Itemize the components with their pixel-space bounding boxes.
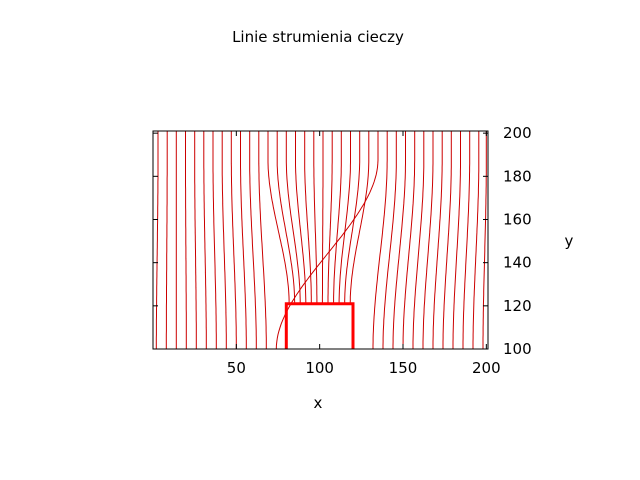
streamline [422,131,434,349]
streamline [275,131,379,350]
y-tick-label: 200 [503,124,532,142]
streamline [295,131,307,304]
y-tick-label: 120 [503,297,532,315]
streamline [276,131,296,304]
x-axis-label: x [314,394,323,412]
streamline [230,131,237,349]
streamline [349,131,370,304]
streamline [313,131,318,304]
streamline [249,131,257,349]
streamlines [155,131,487,350]
streamline [155,131,159,349]
streamline [258,131,267,349]
streamline [221,131,227,349]
streamline [165,131,168,349]
streamline [402,131,416,349]
obstacle-outline [284,302,355,349]
streamline [442,131,452,349]
streamline [240,131,247,349]
plot-frame [152,130,489,350]
streamline [185,131,187,349]
streamline [392,131,406,349]
streamline [462,131,471,349]
streamline [344,131,361,304]
streamline [304,131,312,304]
x-tick-label: 50 [227,359,246,377]
y-tick-label: 100 [503,340,532,358]
streamline [452,131,461,349]
streamline [412,131,425,349]
streamline [321,131,324,304]
y-tick-label: 180 [503,167,532,185]
chart-title: Linie strumienia cieczy [232,28,404,46]
streamline [333,131,342,304]
streamline [285,131,301,304]
x-axis-ticks: 50 100 150 200 [227,131,501,377]
streamline [203,131,207,349]
x-tick-label: 150 [389,359,418,377]
streamline [267,131,290,304]
y-tick-label: 160 [503,210,532,228]
y-tick-label: 140 [503,254,532,272]
streamline [432,131,443,349]
streamline [327,131,333,304]
streamline [372,131,388,349]
streamline [382,131,397,349]
y-axis-ticks: 100 120 140 160 180 200 [153,124,532,358]
streamline [482,131,487,349]
streamline [212,131,217,349]
x-tick-label: 200 [472,359,501,377]
y-axis-label: y [565,232,574,250]
streamline [338,131,351,304]
streamline [472,131,480,349]
streamline [194,131,197,349]
x-tick-label: 100 [305,359,334,377]
